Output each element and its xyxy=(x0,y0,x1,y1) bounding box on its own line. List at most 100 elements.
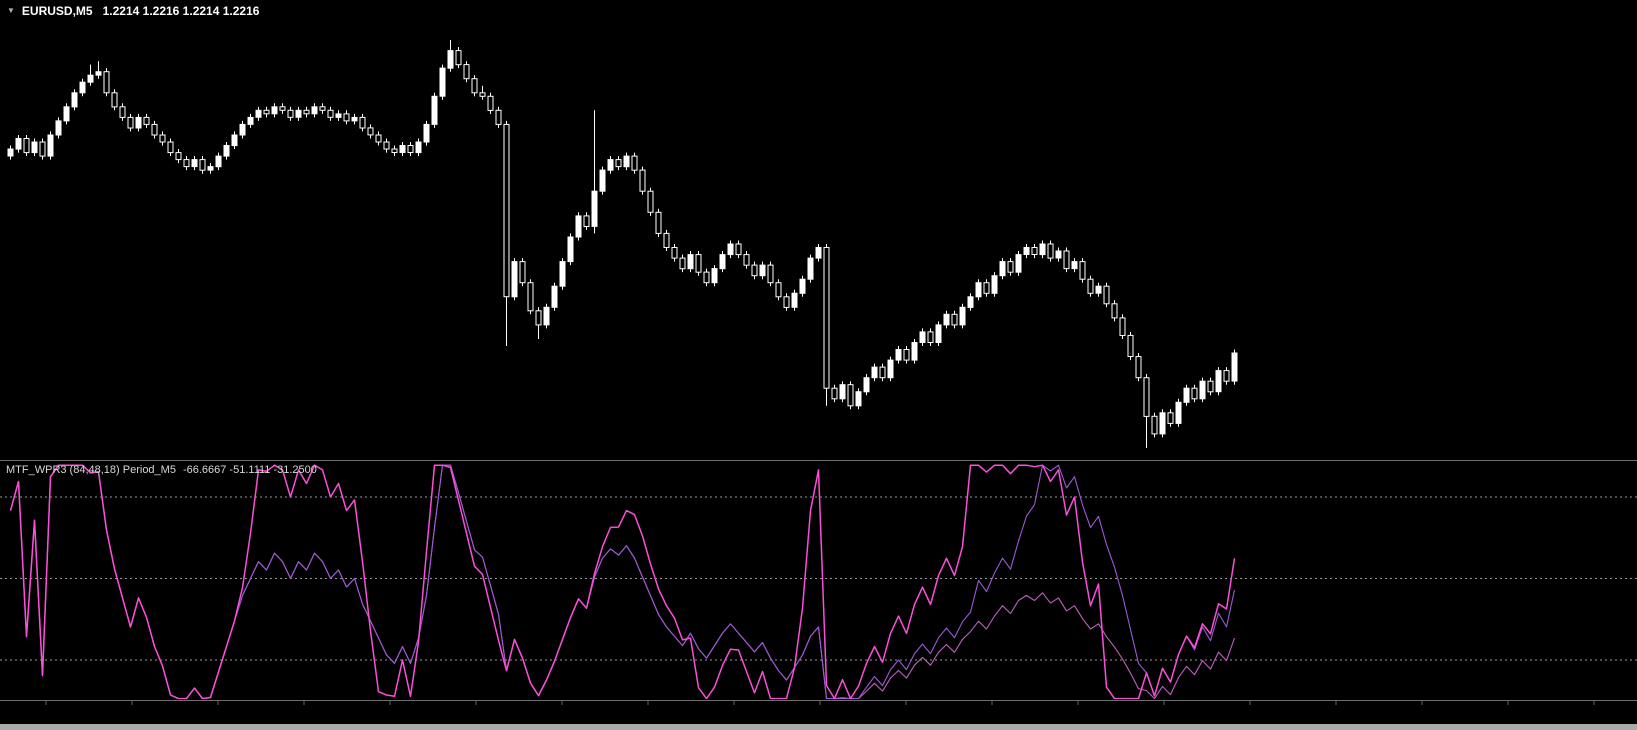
candle-body-up xyxy=(999,261,1006,277)
candle-body-up xyxy=(79,81,86,94)
candle-body-up xyxy=(855,391,862,407)
candle-body-down xyxy=(639,169,646,192)
indicator-values-label: -66.6667 -51.1111 -31.2500 xyxy=(182,464,317,476)
candle-body-down xyxy=(1143,377,1150,417)
candle-body-up xyxy=(47,134,54,157)
candle-body-up xyxy=(559,261,566,287)
candle-body-up xyxy=(295,109,302,118)
candle-body-down xyxy=(583,215,590,227)
candle-body-down xyxy=(39,141,46,157)
candle-body-down xyxy=(767,264,774,284)
candle-body-up xyxy=(63,106,70,122)
candle-body-up xyxy=(759,264,766,277)
candle-body-down xyxy=(167,141,174,154)
candle-body-up xyxy=(135,116,142,129)
candle-body-down xyxy=(1103,285,1110,305)
candle-body-down xyxy=(1119,317,1126,336)
candle-body-down xyxy=(631,155,638,171)
candle-body-down xyxy=(407,145,414,153)
candle-body-down xyxy=(679,257,686,270)
candle-body-up xyxy=(839,384,846,400)
candle-body-up xyxy=(15,138,22,150)
wpr-line-18[interactable] xyxy=(9,464,1236,699)
quote-bar: ▼ EURUSD,M5 1.2214 1.2216 1.2214 1.2216 xyxy=(7,4,259,18)
symbol-timeframe-label: EURUSD,M5 xyxy=(21,4,93,18)
candle-body-up xyxy=(935,324,942,343)
candle-body-down xyxy=(327,109,334,118)
candle-body-up xyxy=(1215,370,1222,393)
candle-body-up xyxy=(895,349,902,361)
candle-body-up xyxy=(543,306,550,326)
candle-body-up xyxy=(575,215,582,238)
candle-body-down xyxy=(151,123,158,136)
candle-body-down xyxy=(479,92,486,97)
candle-body-down xyxy=(1207,380,1214,393)
candle-body-down xyxy=(183,159,190,168)
candle-body-up xyxy=(975,282,982,298)
candle-body-down xyxy=(671,247,678,259)
candle-body-down xyxy=(391,148,398,153)
candle-body-up xyxy=(95,71,102,76)
candle-body-up xyxy=(623,155,630,168)
candle-body-down xyxy=(103,71,110,94)
indicator-pane[interactable] xyxy=(9,464,1236,699)
candle-body-up xyxy=(727,243,734,256)
candle-body-down xyxy=(983,282,990,294)
candle-body-up xyxy=(87,74,94,83)
candle-body-up xyxy=(191,159,198,168)
candle-body-up xyxy=(959,306,966,326)
indicator-label: MTF_WPR3 (84,48,18) Period_M5 -66.6667 -5… xyxy=(6,464,317,476)
candle-body-down xyxy=(303,109,310,115)
candle-body-up xyxy=(1055,250,1062,259)
candle-body-down xyxy=(119,106,126,118)
candle-body-down xyxy=(127,116,134,129)
chart-marker-icon: ▼ xyxy=(7,6,15,15)
candle-body-up xyxy=(207,166,214,171)
candle-body-down xyxy=(1031,247,1038,255)
candle-body-up xyxy=(991,275,998,294)
candle-body-down xyxy=(823,247,830,389)
candle-body-down xyxy=(23,138,30,154)
candle-body-down xyxy=(695,254,702,273)
candle-body-down xyxy=(535,310,542,326)
candle-body-down xyxy=(471,78,478,94)
candle-body-up xyxy=(431,95,438,125)
candle-body-down xyxy=(319,106,326,111)
candle-body-up xyxy=(919,331,926,343)
candle-body-up xyxy=(607,159,614,171)
candle-body-down xyxy=(847,384,854,407)
candle-body-down xyxy=(751,264,758,277)
candle-body-up xyxy=(71,92,78,108)
candle-body-down xyxy=(1007,261,1014,273)
candle-body-up xyxy=(351,116,358,122)
candle-body-up xyxy=(1231,352,1238,382)
candle-body-down xyxy=(487,95,494,111)
candle-body-down xyxy=(1079,261,1086,280)
candle-body-down xyxy=(655,211,662,234)
candle-body-down xyxy=(663,232,670,248)
time-axis[interactable] xyxy=(45,701,1595,705)
candle-body-up xyxy=(687,254,694,270)
candle-body-down xyxy=(463,64,470,80)
candle-body-down xyxy=(1047,243,1054,259)
candle-body-up xyxy=(31,141,38,154)
candle-body-down xyxy=(495,109,502,125)
candle-body-down xyxy=(743,254,750,266)
candle-body-down xyxy=(1127,334,1134,357)
candle-body-up xyxy=(335,113,342,118)
price-pane[interactable] xyxy=(7,40,1238,448)
candle-body-up xyxy=(255,109,262,118)
candle-body-up xyxy=(1199,380,1206,400)
candle-body-up xyxy=(415,141,422,154)
candle-body-up xyxy=(599,169,606,192)
candle-body-down xyxy=(1063,250,1070,270)
candle-body-down xyxy=(951,313,958,326)
candle-body-down xyxy=(159,134,166,143)
candle-body-down xyxy=(879,366,886,379)
candle-body-up xyxy=(1023,247,1030,255)
candle-body-down xyxy=(383,141,390,150)
candle-body-down xyxy=(775,282,782,298)
candle-body-up xyxy=(1039,243,1046,256)
